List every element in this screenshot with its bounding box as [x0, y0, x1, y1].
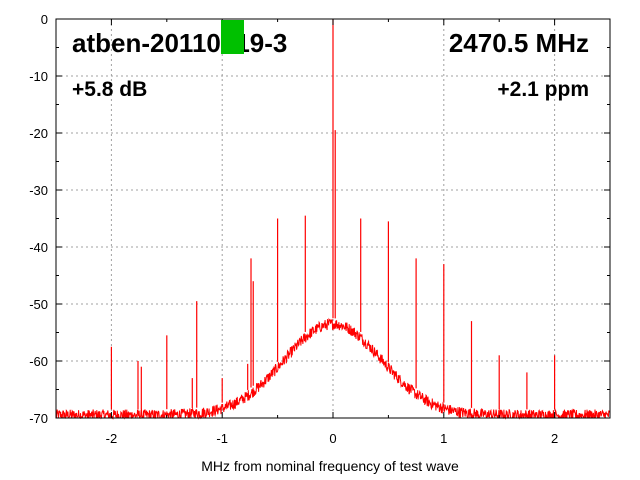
x-tick-label: 2 [551, 431, 558, 446]
y-tick-label: -70 [29, 411, 48, 426]
y-tick-label: -50 [29, 297, 48, 312]
y-tick-label: 0 [41, 12, 48, 27]
x-tick-label: 1 [440, 431, 447, 446]
axis-ticks [55, 18, 611, 419]
x-tick-label: -1 [216, 431, 228, 446]
x-tick-label: 0 [329, 431, 336, 446]
green-marker [221, 20, 244, 54]
x-tick-label: -2 [106, 431, 118, 446]
chart-title: atben-20110219-3 [72, 28, 287, 58]
x-tick-labels: -2 -1 0 1 2 [106, 431, 559, 446]
x-axis-title: MHz from nominal frequency of test wave [201, 458, 459, 474]
noise-floor-line [55, 317, 611, 420]
offset-label: +2.1 ppm [497, 78, 589, 101]
spectrum-series [55, 19, 611, 420]
gain-label: +5.8 dB [72, 78, 147, 101]
y-tick-labels: 0 -10 -20 -30 -40 -50 -60 -70 [29, 12, 48, 426]
y-tick-label: -30 [29, 183, 48, 198]
y-tick-label: -60 [29, 354, 48, 369]
y-tick-label: -40 [29, 240, 48, 255]
frequency-label: 2470.5 MHz [449, 28, 589, 58]
y-tick-label: -20 [29, 126, 48, 141]
y-tick-label: -10 [29, 69, 48, 84]
